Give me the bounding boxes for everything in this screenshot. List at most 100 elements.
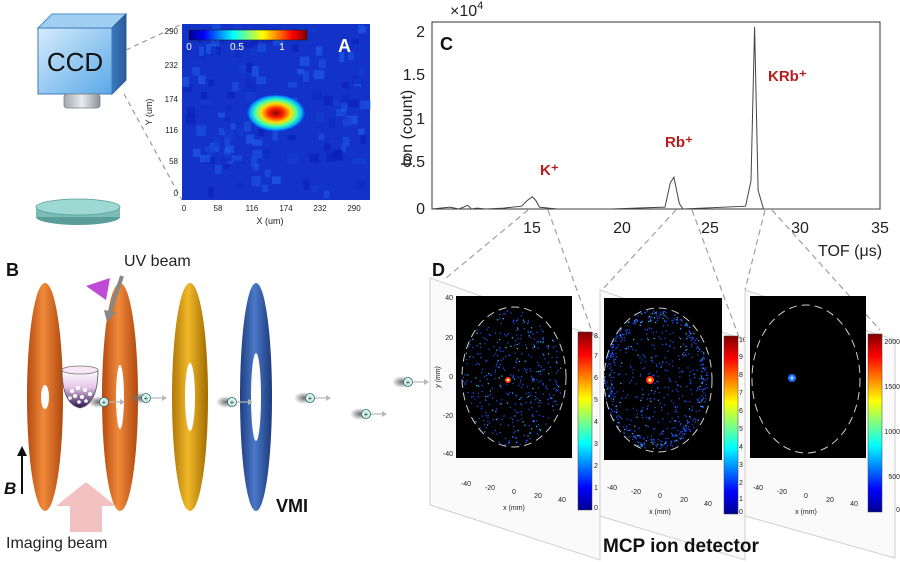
heatmap-texture-cell (245, 134, 255, 145)
ion-hit-dot (665, 311, 667, 314)
ion-hit-dot (628, 382, 631, 384)
ion-hit-dot (685, 426, 688, 428)
ion-hit-dot (495, 365, 497, 367)
ion-hit-dot (627, 345, 630, 348)
panel-d: D 8 7 6 5 4 3 2 1 0 40 20 (429, 260, 900, 561)
ion-hit-dot (515, 334, 518, 336)
y-tick: 0 (174, 189, 179, 198)
ion-hit-dot (527, 395, 530, 398)
ion-hit-dot (680, 324, 683, 326)
ion-hit-dot (654, 390, 657, 393)
heatmap-texture-cell (250, 39, 259, 46)
heatmap-texture-cell (253, 163, 260, 171)
panel-c: C ×104 2 1.5 1 0.5 0 15 20 25 30 35 Ion … (399, 0, 889, 260)
ion-hit-dot (686, 385, 688, 388)
ion-hit-dot (534, 399, 536, 401)
ion-hit-dot (659, 440, 661, 442)
ion-hit-dot (704, 369, 706, 371)
ion-hit-dot (526, 368, 528, 371)
ion-hit-dot (557, 389, 559, 391)
ion-hit-dot (653, 439, 655, 441)
ion-hit-dot (692, 341, 695, 344)
ion-hit-dot (619, 365, 622, 368)
ion-hit-dot (631, 432, 634, 435)
ion-hit-dot (646, 436, 649, 438)
cbar-tick: 7 (594, 353, 598, 360)
ion-hit-dot (691, 356, 693, 359)
ion-hit-dot (514, 403, 517, 405)
ion-hit-dot (531, 413, 534, 416)
ion-hit-dot (684, 353, 686, 356)
ion-hit-dot (620, 397, 623, 399)
peak-label-krb: KRb⁺ (768, 68, 807, 85)
ion-hit-dot (542, 393, 545, 396)
ion-hit-dot (493, 354, 495, 357)
ion-hit-dot (514, 430, 516, 433)
ion-hit-dot (542, 415, 544, 418)
ion-hit-dot (625, 329, 627, 331)
heatmap-texture-cell (227, 91, 236, 99)
ion-hit-dot (609, 394, 611, 396)
ion-hit-dot (701, 359, 703, 362)
ion-hit-dot (687, 325, 689, 327)
peak-label-rb: Rb⁺ (665, 134, 693, 151)
ion-hit-dot (630, 379, 633, 382)
ion-hit-dot (676, 322, 679, 324)
ion-hit-dot (481, 405, 483, 408)
ion-hit-dot (706, 374, 709, 376)
ion-hit-dot (530, 327, 533, 329)
heatmap-texture-cell (237, 64, 246, 74)
ion-hit-dot (619, 349, 621, 351)
ion-hit-dot (616, 346, 618, 349)
ion-hit-dot (610, 408, 613, 411)
ion-hit-dot (634, 322, 636, 325)
ion-hit-dot (677, 390, 679, 393)
ion-hit-dot (462, 376, 465, 379)
ion-hit-dot (670, 444, 672, 447)
ion-hit-dot (662, 317, 664, 320)
ion-hit-dot (475, 384, 478, 387)
ion-hit-dot (695, 343, 697, 345)
x-tick: 25 (701, 220, 719, 237)
ion-hit-dot (526, 396, 528, 398)
ion-hit-dot (478, 417, 480, 420)
heatmap-texture-cell (230, 123, 236, 130)
ion-hit-dot (552, 405, 554, 407)
ion-hit-dot (689, 370, 691, 373)
ion-hit-dot (646, 310, 649, 312)
ion-hit-dot (608, 353, 610, 355)
ion-hit-dot (702, 363, 705, 366)
ion-hit-dot (515, 340, 517, 342)
ion-hit-dot (623, 334, 625, 336)
heatmap-texture-cell (271, 176, 281, 185)
ion-hit-dot (610, 346, 613, 349)
ion-hit-dot (621, 417, 623, 420)
heatmap-texture-cell (252, 150, 263, 159)
ion-hit-dot (512, 418, 514, 421)
ion-hit-dot (532, 415, 534, 418)
ion-hit-dot (618, 415, 621, 417)
ion-hit-dot (632, 338, 635, 341)
ion-hit-dot (608, 395, 611, 397)
ion-hit-dot (553, 394, 555, 396)
ion-hit-dot (701, 390, 704, 392)
ion-hit-dot (605, 358, 608, 360)
ion-hit-dot (668, 363, 670, 365)
ion-hit-dot (530, 401, 532, 403)
ion-hit-dot (496, 349, 498, 351)
ion-hit-dot (609, 392, 612, 394)
ion-hit-dot (706, 372, 708, 374)
ion-hit-dot (682, 353, 684, 356)
ion-hit-dot (657, 381, 659, 383)
ion-hit-dot (680, 422, 682, 425)
ion-hit-dot (671, 322, 674, 324)
ion-hit-dot (673, 318, 676, 320)
ion-hit-dot (635, 383, 637, 385)
ion-hit-dot (655, 311, 658, 313)
ion-hit-dot (525, 441, 527, 444)
ion-hit-dot (660, 406, 663, 409)
ion-hit-dot (491, 409, 494, 411)
x-tick: 20 (826, 497, 834, 504)
ion-hit-dot (517, 376, 519, 379)
heatmap-texture-cell (251, 176, 261, 187)
